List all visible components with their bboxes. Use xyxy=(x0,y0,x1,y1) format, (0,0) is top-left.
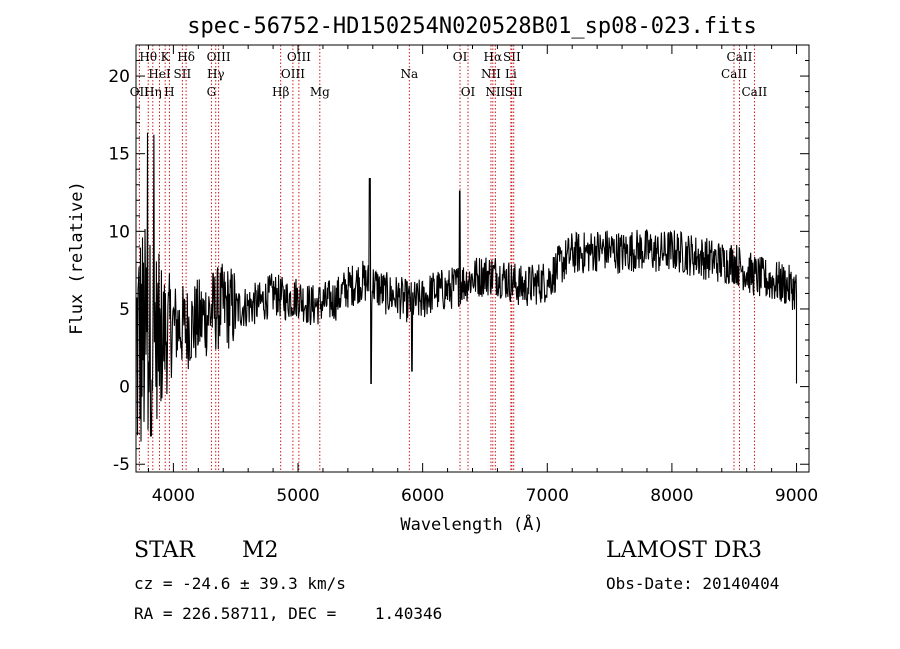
y-tick-label: 0 xyxy=(119,378,130,398)
y-axis-label: Flux (relative) xyxy=(67,181,87,335)
line-label: NII xyxy=(485,85,505,99)
line-label: H xyxy=(164,85,174,99)
line-label: Hγ xyxy=(207,67,225,81)
x-tick-label: 4000 xyxy=(152,486,195,506)
y-tick-label: 5 xyxy=(119,300,130,320)
observation-date: Obs-Date: 20140404 xyxy=(606,574,780,593)
line-label: G xyxy=(207,85,217,99)
line-label: HeI xyxy=(148,67,171,81)
line-label: CaII xyxy=(727,50,753,64)
line-label: NII xyxy=(481,67,501,81)
x-axis: 4000 5000 6000 7000 8000 9000 xyxy=(147,45,818,506)
line-label: OIII xyxy=(281,67,305,81)
line-label: CaII xyxy=(741,85,767,99)
y-tick-label: -5 xyxy=(113,455,130,475)
line-label: SII xyxy=(174,67,192,81)
line-label: Hη xyxy=(144,85,162,99)
spectrum-line xyxy=(135,132,798,442)
line-label: SII xyxy=(503,50,521,64)
line-label: Na xyxy=(400,67,418,81)
ra-dec: RA = 226.58711, DEC = 1.40346 xyxy=(134,604,443,623)
x-tick-label: 6000 xyxy=(401,486,444,506)
object-class: STAR xyxy=(134,538,195,563)
object-subclass: M2 xyxy=(242,538,279,563)
line-label: Hα xyxy=(484,50,503,64)
line-label: Hδ xyxy=(177,50,195,64)
y-axis: -5 0 5 10 15 20 xyxy=(108,60,809,475)
spectrum-chart: spec-56752-HD150254N020528B01_sp08-023.f… xyxy=(67,14,818,535)
x-tick-label: 7000 xyxy=(526,486,569,506)
line-label: OI xyxy=(461,85,476,99)
line-label: Li xyxy=(505,67,517,81)
redshift-velocity: cz = -24.6 ± 39.3 km/s xyxy=(134,574,346,593)
line-label: OIII xyxy=(287,50,311,64)
x-tick-label: 8000 xyxy=(650,486,693,506)
x-axis-label: Wavelength (Å) xyxy=(400,513,543,535)
spectral-line-markers: OIIHθHηHeIKHSIIHδGHγOIIIHβOIIIOIIIMgNaOI… xyxy=(130,45,768,472)
y-tick-label: 20 xyxy=(108,67,130,87)
x-tick-label: 9000 xyxy=(775,486,818,506)
line-label: CaII xyxy=(721,67,747,81)
line-label: Hθ xyxy=(139,50,157,64)
survey-name: LAMOST DR3 xyxy=(606,538,762,563)
line-label: Mg xyxy=(310,85,330,99)
line-label: OIII xyxy=(207,50,231,64)
chart-title: spec-56752-HD150254N020528B01_sp08-023.f… xyxy=(187,14,757,39)
line-label: Hβ xyxy=(272,85,289,99)
x-tick-label: 5000 xyxy=(276,486,319,506)
line-label: OI xyxy=(453,50,468,64)
line-label: SII xyxy=(505,85,523,99)
y-tick-label: 10 xyxy=(108,222,130,242)
line-label: K xyxy=(161,50,171,64)
y-tick-label: 15 xyxy=(108,145,130,165)
